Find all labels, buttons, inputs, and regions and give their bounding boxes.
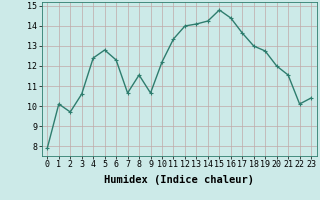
X-axis label: Humidex (Indice chaleur): Humidex (Indice chaleur) bbox=[104, 175, 254, 185]
